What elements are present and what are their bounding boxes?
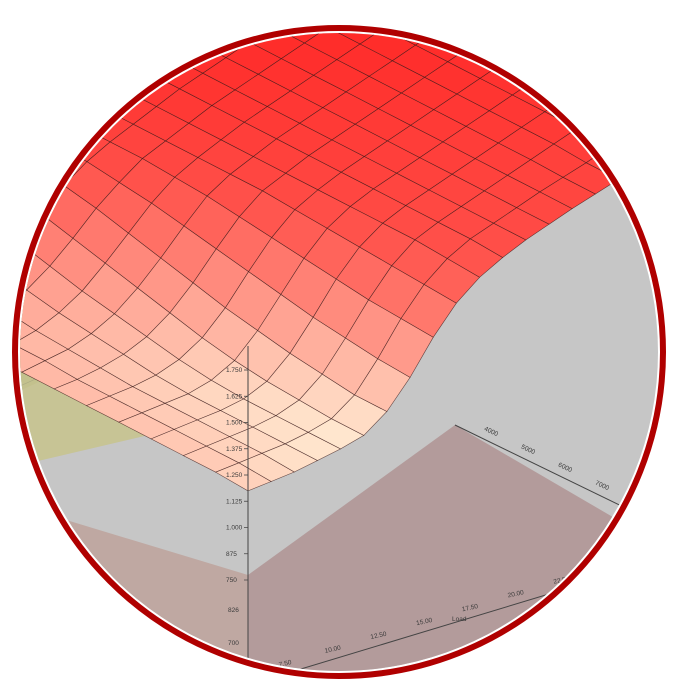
z-tick-label: 1.375 [226, 446, 243, 453]
depth-tick-label: 20.00 [507, 589, 525, 599]
z-tick-label: 750 [226, 577, 237, 584]
z-tick-label: 1.750 [226, 367, 243, 374]
z-tick-label: 700 [228, 640, 239, 647]
z-axis-ticks: 1.750 1.625 1.500 1.375 1.250 1.125 1.000 875 75… [226, 367, 248, 647]
surface-cell [406, 0, 461, 29]
z-tick-label: 1.125 [226, 498, 243, 505]
surface-cell [21, 108, 79, 144]
surface-cell [105, 33, 162, 41]
surface-cell [295, 0, 351, 27]
surface-cell [137, 33, 195, 57]
surface-cell [152, 0, 208, 9]
surface-cell [0, 289, 4, 325]
surface-cell [114, 39, 172, 73]
surface-cell [263, 0, 319, 11]
surface-cell [374, 0, 429, 13]
width-axis-line [454, 424, 641, 516]
surface-cell [535, 63, 592, 97]
depth-tick-label: 25.00 [599, 562, 617, 572]
surface-cell [20, 73, 70, 109]
z-tick-label: 875 [226, 551, 237, 558]
surface-cell [20, 109, 23, 147]
z-tick-label: 826 [228, 607, 239, 614]
z-tick-label: 1.500 [226, 420, 243, 427]
surface-cell [82, 33, 139, 56]
depth-tick-label: 17.50 [461, 603, 479, 613]
surface-cell [59, 38, 116, 74]
surface-cell [0, 216, 18, 267]
surface-cell [438, 33, 495, 47]
surface-cell [20, 91, 47, 127]
surface-cell [91, 55, 148, 91]
surface-cell [35, 56, 93, 92]
surface-cell [351, 0, 407, 28]
surface-cell [208, 0, 263, 10]
surface-cell [608, 131, 658, 166]
surface-cell [319, 0, 375, 12]
surface-cell [567, 80, 624, 114]
z-tick-label: 1.250 [226, 472, 243, 479]
depth-tick-label: 10.00 [324, 645, 342, 655]
surface-cell [68, 72, 125, 108]
z-tick-label: 1.000 [226, 525, 243, 532]
surface-cell [0, 168, 8, 217]
depth-tick-label: 27.50 [644, 548, 662, 558]
surface-cell [0, 325, 13, 355]
surface-cell [271, 33, 329, 44]
surface-cell [240, 0, 295, 26]
depth-tick-label: 12.50 [370, 631, 388, 641]
surface-cell [20, 145, 33, 189]
surface-cell [631, 115, 658, 151]
axis-label-text: Load [452, 616, 467, 623]
z-tick-label: 1.625 [226, 393, 243, 400]
width-tick-label: 8000 [631, 498, 647, 511]
depth-tick-label: 15.00 [416, 617, 434, 627]
magnifier-ring [12, 25, 666, 679]
depth-tick-label: 7.50 [278, 659, 292, 669]
surface-cell [20, 125, 56, 166]
surface-cell [160, 33, 218, 42]
surface-cell [185, 0, 241, 25]
surface-cell [599, 96, 657, 132]
surface-cell [129, 0, 184, 24]
surface-cell [45, 90, 102, 126]
